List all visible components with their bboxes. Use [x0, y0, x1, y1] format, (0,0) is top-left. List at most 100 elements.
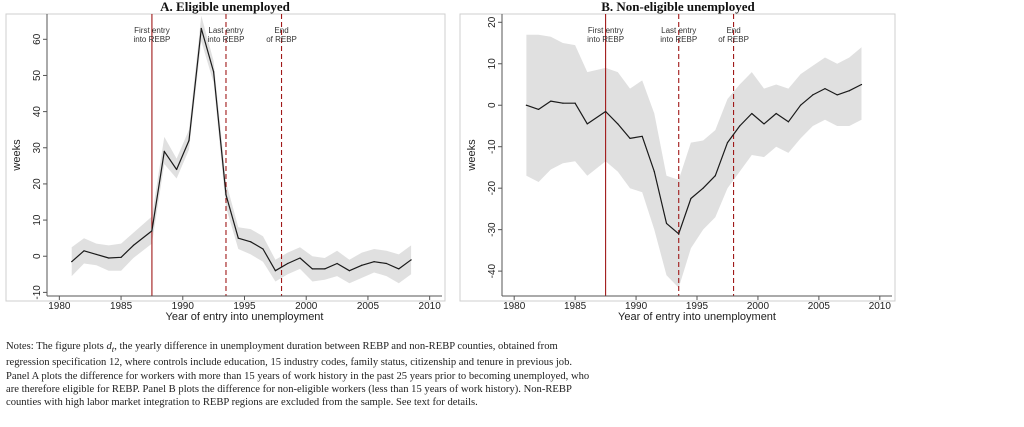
- estimate-point: [262, 248, 264, 250]
- y-tick-label: 20: [487, 16, 498, 28]
- estimate-point: [287, 262, 289, 265]
- reference-label-line1: First entry: [588, 26, 624, 35]
- estimate-point: [537, 108, 540, 110]
- x-tick-label: 2005: [808, 301, 831, 312]
- estimate-point: [120, 256, 122, 258]
- reference-label-line2: into REBP: [660, 35, 697, 44]
- estimate-point: [629, 137, 631, 140]
- x-axis-label: Year of entry into unemployment: [166, 311, 324, 323]
- reference-label-line1: Last entry: [661, 26, 696, 35]
- estimate-line: [71, 27, 412, 272]
- estimate-point: [653, 170, 655, 173]
- estimate-point: [574, 102, 576, 104]
- estimate-point: [348, 270, 351, 272]
- estimate-point: [763, 123, 765, 125]
- y-tick-label: 10: [32, 214, 43, 226]
- x-tick-label: 1995: [686, 301, 709, 312]
- estimate-point: [739, 125, 741, 127]
- x-tick-label: 2000: [295, 301, 318, 312]
- estimate-point: [799, 104, 802, 106]
- y-tick-label: 20: [32, 178, 43, 190]
- x-tick-label: 2010: [419, 301, 442, 312]
- estimate-point: [132, 244, 135, 246]
- x-axis-label: Year of entry into unemployment: [618, 311, 776, 323]
- estimate-point: [385, 262, 388, 265]
- notes-subscript: t: [111, 344, 115, 355]
- estimate-point: [617, 123, 619, 125]
- estimate-point: [213, 71, 215, 73]
- estimate-point: [176, 168, 178, 171]
- estimate-point: [361, 264, 363, 266]
- x-tick-label: 1990: [172, 301, 195, 312]
- estimate-point: [188, 139, 190, 142]
- estimate-point: [714, 175, 716, 177]
- y-tick-label: 30: [32, 142, 43, 154]
- estimate-point: [410, 259, 412, 261]
- estimate-point: [787, 121, 790, 123]
- y-tick-label: -30: [487, 222, 498, 237]
- estimate-point: [562, 102, 564, 104]
- estimate-point: [299, 257, 301, 259]
- estimate-point: [824, 88, 826, 90]
- reference-label-line2: into REBP: [208, 35, 245, 44]
- estimate-point: [200, 27, 202, 30]
- y-tick-label: 10: [487, 58, 498, 70]
- reference-label-line2: of REBP: [266, 35, 297, 44]
- y-tick-label: 60: [32, 33, 43, 45]
- estimate-point: [751, 112, 753, 115]
- estimate-point: [665, 222, 668, 225]
- notes-symbol: d: [106, 341, 112, 352]
- y-tick-label: 50: [32, 69, 43, 81]
- figure-notes: Notes: The figure plots dt, the yearly d…: [6, 340, 596, 409]
- x-tick-label: 1980: [48, 301, 71, 312]
- reference-label-line1: End: [726, 26, 740, 35]
- reference-label-line1: End: [274, 26, 288, 35]
- estimate-point: [225, 194, 227, 196]
- estimate-point: [237, 237, 239, 239]
- y-tick-label: 0: [487, 102, 498, 108]
- x-tick-label: 1990: [625, 301, 648, 312]
- reference-label-line1: First entry: [134, 26, 170, 35]
- x-tick-label: 1980: [503, 301, 526, 312]
- estimate-point: [690, 197, 692, 200]
- x-tick-label: 2005: [357, 301, 380, 312]
- reference-label-line2: into REBP: [133, 35, 170, 44]
- estimate-point: [274, 270, 276, 272]
- notes-body: , the yearly difference in unemployment …: [6, 341, 590, 408]
- x-tick-label: 1985: [110, 301, 133, 312]
- y-tick-label: 40: [32, 106, 43, 118]
- x-tick-label: 2010: [869, 301, 892, 312]
- estimate-point: [586, 123, 588, 125]
- y-tick-label: 0: [32, 253, 43, 259]
- estimate-point: [678, 233, 680, 235]
- reference-label-line1: Last entry: [208, 26, 243, 35]
- estimate-point: [775, 112, 777, 115]
- estimate-point: [604, 110, 607, 113]
- estimate-point: [641, 135, 643, 137]
- estimate-point: [108, 257, 110, 259]
- estimate-point: [71, 261, 73, 263]
- panel-frame: [459, 13, 896, 302]
- x-tick-label: 1995: [233, 301, 256, 312]
- estimate-point: [95, 253, 97, 256]
- reference-label-line2: of REBP: [718, 35, 749, 44]
- estimate-point: [812, 94, 814, 96]
- estimate-point: [398, 268, 400, 270]
- reference-label-line2: into REBP: [587, 35, 624, 44]
- y-tick-label: -10: [487, 139, 498, 154]
- estimate-point: [163, 150, 165, 152]
- y-axis-label: weeks: [466, 139, 478, 172]
- estimate-point: [860, 83, 863, 86]
- estimate-point: [336, 262, 338, 265]
- estimate-point: [726, 141, 729, 144]
- estimate-point: [525, 104, 527, 106]
- estimate-point: [702, 187, 704, 189]
- y-tick-label: -20: [487, 181, 498, 196]
- x-tick-label: 2000: [747, 301, 770, 312]
- y-tick-label: -10: [32, 285, 43, 300]
- estimate-point: [83, 250, 85, 252]
- chart-title: A. Eligible unemployed: [160, 0, 290, 14]
